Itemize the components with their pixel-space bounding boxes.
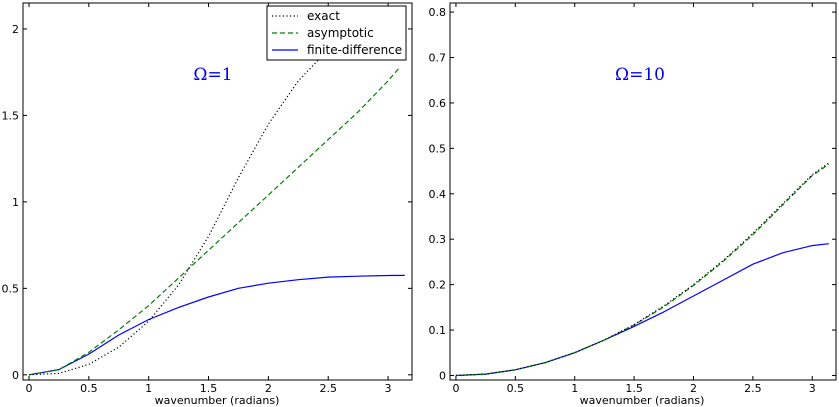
right-series [455, 162, 830, 377]
left-omega-annotation: Ω=1 [193, 65, 232, 85]
right-x-tick-label: 2.5 [744, 382, 762, 395]
left-x-tick-label: 2.5 [319, 382, 337, 395]
right-series-exact [455, 162, 830, 377]
right-omega-annotation: Ω=10 [615, 65, 665, 85]
left-x-tick-label: 1 [145, 382, 152, 395]
right-y-tick-label: 0.4 [429, 188, 447, 201]
left-series [28, 49, 405, 376]
left-x-tick-label: 2 [265, 382, 272, 395]
right-plot-frame [449, 2, 837, 381]
right-y-tick-label: 0 [439, 369, 446, 382]
right-chart-panel: 0 0.5 1 1.5 2 2.5 3 0 0.1 0.2 0.3 0.4 0.5 0.6 0.7 0.8 Ω… [429, 2, 837, 407]
right-x-tick-label: 0 [452, 382, 459, 395]
right-y-tick-label: 0.3 [429, 233, 447, 246]
left-plot-frame [22, 2, 413, 381]
right-x-axis-label: wavenumber (radians) [580, 394, 705, 407]
left-y-tick-label: 1.5 [2, 109, 20, 122]
left-y-tick-label: 0.5 [2, 282, 20, 295]
left-y-tick-label: 2 [12, 23, 19, 36]
left-series-asymptotic [28, 66, 401, 376]
left-x-tick-label: 0 [25, 382, 32, 395]
left-chart-panel: 0 0.5 1 1.5 2 2.5 3 0 0.5 1 1.5 2 Ω=1 wavenumber (r… [2, 2, 413, 407]
left-ticks: 0 0.5 1 1.5 2 2.5 3 0 0.5 1 1.5 2 [2, 3, 412, 395]
right-y-tick-label: 0.7 [429, 52, 447, 65]
left-x-tick-label: 0.5 [80, 382, 98, 395]
right-x-tick-label: 0.5 [507, 382, 525, 395]
left-x-tick-label: 1.5 [200, 382, 218, 395]
right-ticks: 0 0.5 1 1.5 2 2.5 3 0 0.1 0.2 0.3 0.4 0.5 0.6 0.7 0.8 [429, 3, 836, 395]
left-x-axis-label: wavenumber (radians) [155, 394, 280, 407]
right-y-tick-label: 0.1 [429, 324, 447, 337]
right-y-tick-label: 0.6 [429, 97, 447, 110]
left-series-exact [28, 49, 329, 376]
left-x-tick-label: 3 [385, 382, 392, 395]
left-series-finite-difference [28, 274, 405, 376]
right-x-tick-label: 2 [690, 382, 697, 395]
right-y-tick-label: 0.2 [429, 279, 447, 292]
right-x-tick-label: 1.5 [625, 382, 643, 395]
legend-label-exact: exact [307, 9, 340, 23]
left-y-tick-label: 0 [12, 369, 19, 382]
legend-label-asymptotic: asymptotic [307, 26, 374, 40]
right-x-tick-label: 1 [571, 382, 578, 395]
legend-label-finite-difference: finite-difference [307, 43, 402, 57]
right-y-tick-label: 0.8 [429, 6, 447, 19]
left-y-tick-label: 1 [12, 196, 19, 209]
legend: exact asymptotic finite-difference [266, 5, 407, 61]
right-y-tick-label: 0.5 [429, 142, 447, 155]
right-x-tick-label: 3 [809, 382, 816, 395]
